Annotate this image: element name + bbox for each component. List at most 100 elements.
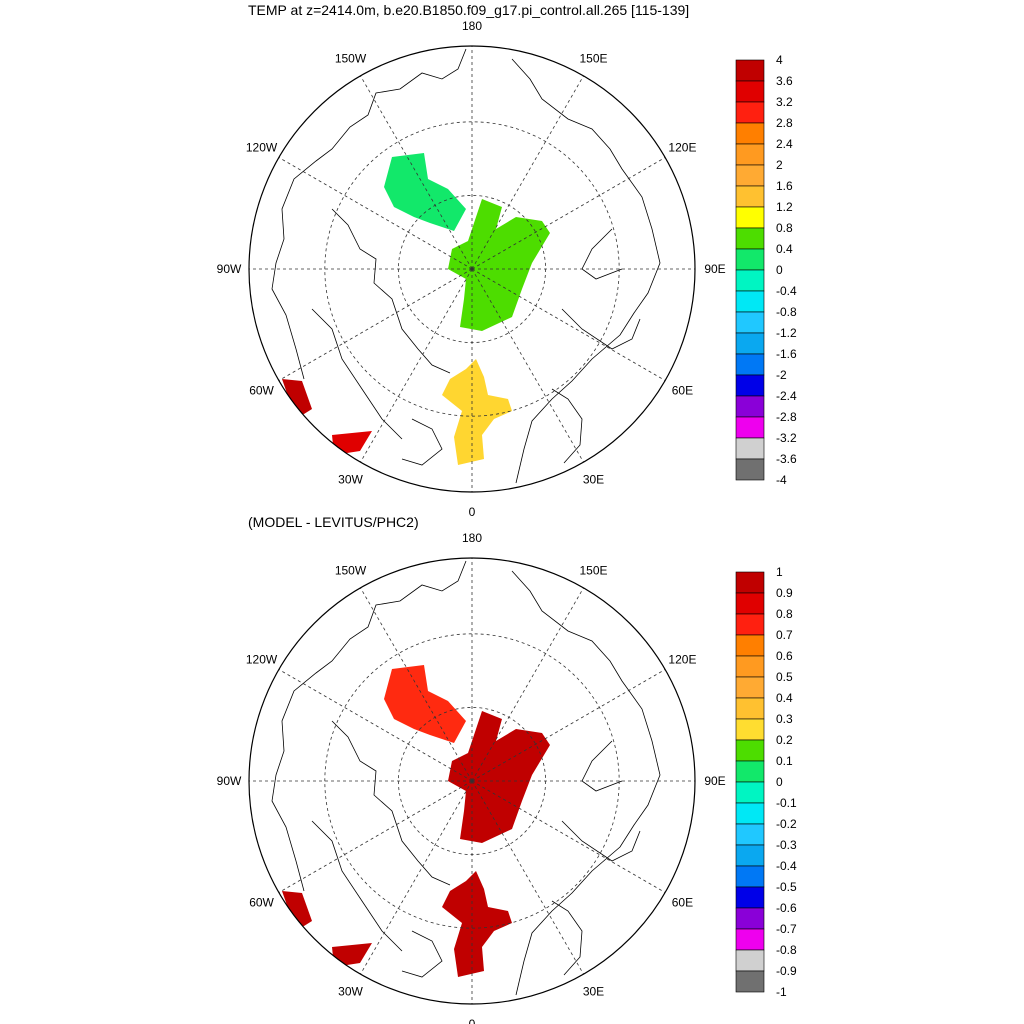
panel-1-title: TEMP at z=2414.0m, b.e20.B1850.f09_g17.p… bbox=[248, 2, 690, 18]
colorbar-2: 1 0.9 0.8 0.7 0.6 0.5 0.4 0.3 0.2 0.1 0 -0.1 -0.2 -0.… bbox=[735, 565, 797, 999]
colorbar-swatch bbox=[735, 718, 765, 741]
meridian-line bbox=[360, 268, 473, 463]
colorbar-swatch bbox=[735, 949, 765, 972]
longitude-label: 90W bbox=[217, 262, 242, 276]
colorbar-label: 0.3 bbox=[776, 712, 793, 726]
greenland-sea-blob bbox=[442, 359, 512, 465]
colorbar-label: -2.4 bbox=[776, 389, 797, 403]
greenland-sea-blob bbox=[442, 871, 512, 977]
colorbar-label: -1 bbox=[776, 985, 787, 999]
colorbar-swatch bbox=[735, 865, 765, 888]
colorbar-swatch bbox=[735, 185, 765, 208]
coastline bbox=[581, 740, 623, 792]
colorbar-swatch bbox=[735, 311, 765, 334]
colorbar-label: 0.7 bbox=[776, 628, 793, 642]
colorbar-label: -1.6 bbox=[776, 347, 797, 361]
longitude-label: 60W bbox=[249, 896, 274, 910]
longitude-label: 30E bbox=[583, 472, 604, 486]
colorbar-1: 4 3.6 3.2 2.8 2.4 2 1.6 1.2 0.8 0.4 0 -0.4 -0.8 -1.2 -… bbox=[735, 53, 797, 487]
eurasian-basin-blob bbox=[448, 711, 550, 843]
latitude-circle bbox=[324, 121, 620, 417]
longitude-label: 150W bbox=[335, 564, 367, 578]
coastline bbox=[331, 208, 451, 374]
colorbar-label: 1.2 bbox=[776, 200, 793, 214]
colorbar-label: 0.4 bbox=[776, 691, 793, 705]
meridian-line bbox=[471, 268, 584, 463]
coastline bbox=[551, 900, 583, 976]
colorbar-label: 4 bbox=[776, 53, 783, 67]
atlantic-blob bbox=[332, 431, 372, 455]
colorbar-swatch bbox=[735, 613, 765, 636]
colorbar-label: 0.6 bbox=[776, 649, 793, 663]
longitude-label: 60E bbox=[672, 896, 693, 910]
longitude-label: 150W bbox=[335, 52, 367, 66]
colorbar-label: 2 bbox=[776, 158, 783, 172]
meridian-line bbox=[360, 780, 473, 975]
colorbar-label: 0.1 bbox=[776, 754, 793, 768]
colorbar-label: -0.8 bbox=[776, 305, 797, 319]
longitude-label: 120E bbox=[668, 653, 696, 667]
canada-basin-blob bbox=[384, 665, 466, 743]
colorbar-label: -4 bbox=[776, 473, 787, 487]
colorbar-swatch bbox=[735, 676, 765, 699]
longitude-label: 90E bbox=[704, 262, 725, 276]
map-contents bbox=[249, 46, 695, 492]
colorbar-label: -0.7 bbox=[776, 922, 797, 936]
colorbar-swatch bbox=[735, 332, 765, 355]
colorbar-swatch bbox=[735, 697, 765, 720]
colorbar-label: 2.4 bbox=[776, 137, 793, 151]
colorbar-label: 0.8 bbox=[776, 607, 793, 621]
longitude-label: 0 bbox=[469, 1017, 476, 1024]
colorbar-swatch bbox=[735, 781, 765, 804]
coastline bbox=[401, 930, 443, 978]
longitude-label: 60W bbox=[249, 384, 274, 398]
colorbar-label: -0.4 bbox=[776, 859, 797, 873]
colorbar-label: 2.8 bbox=[776, 116, 793, 130]
colorbar-label: -3.6 bbox=[776, 452, 797, 466]
coastline bbox=[311, 820, 403, 952]
colorbar-swatch bbox=[735, 928, 765, 951]
colorbar-swatch bbox=[735, 739, 765, 762]
colorbar-swatch bbox=[735, 458, 765, 481]
colorbar-swatch bbox=[735, 655, 765, 678]
colorbar-swatch bbox=[735, 164, 765, 187]
latitude-circle bbox=[324, 633, 620, 929]
coastline bbox=[331, 720, 451, 886]
colorbar-label: -0.3 bbox=[776, 838, 797, 852]
longitude-label: 120W bbox=[246, 141, 278, 155]
colorbar-swatch bbox=[735, 206, 765, 229]
longitude-label: 120W bbox=[246, 653, 278, 667]
longitude-label: 180 bbox=[462, 19, 482, 33]
map-panel-1: 180 150E 120E 90E 60E 30E 0 30W 60W 90W 120W 150W bbox=[217, 19, 726, 519]
meridian-line bbox=[278, 157, 473, 270]
meridian-line bbox=[360, 587, 473, 782]
longitude-label: 30W bbox=[338, 984, 363, 998]
colorbar-label: 1.6 bbox=[776, 179, 793, 193]
coastline bbox=[551, 388, 583, 464]
meridian-line bbox=[278, 268, 473, 381]
meridian-line bbox=[471, 669, 666, 782]
colorbar-swatch bbox=[735, 59, 765, 82]
labrador-blob bbox=[282, 379, 312, 419]
colorbar-label: -0.8 bbox=[776, 943, 797, 957]
colorbar-swatch bbox=[735, 802, 765, 825]
colorbar-label: 0.5 bbox=[776, 670, 793, 684]
coastline bbox=[401, 418, 443, 466]
colorbar-swatch bbox=[735, 374, 765, 397]
map-contents bbox=[249, 558, 695, 1004]
colorbar-swatch bbox=[735, 416, 765, 439]
eurasian-basin-blob bbox=[448, 199, 550, 331]
longitude-label: 60E bbox=[672, 384, 693, 398]
colorbar-label: -2 bbox=[776, 368, 787, 382]
colorbar-swatch bbox=[735, 143, 765, 166]
coastline bbox=[581, 228, 623, 280]
coastline bbox=[561, 820, 641, 862]
colorbar-label: -0.6 bbox=[776, 901, 797, 915]
atlantic-blob bbox=[332, 943, 372, 967]
colorbar-label: 1 bbox=[776, 565, 783, 579]
colorbar-label: -3.2 bbox=[776, 431, 797, 445]
coastline bbox=[271, 48, 467, 380]
colorbar-label: -0.1 bbox=[776, 796, 797, 810]
colorbar-swatch bbox=[735, 571, 765, 594]
